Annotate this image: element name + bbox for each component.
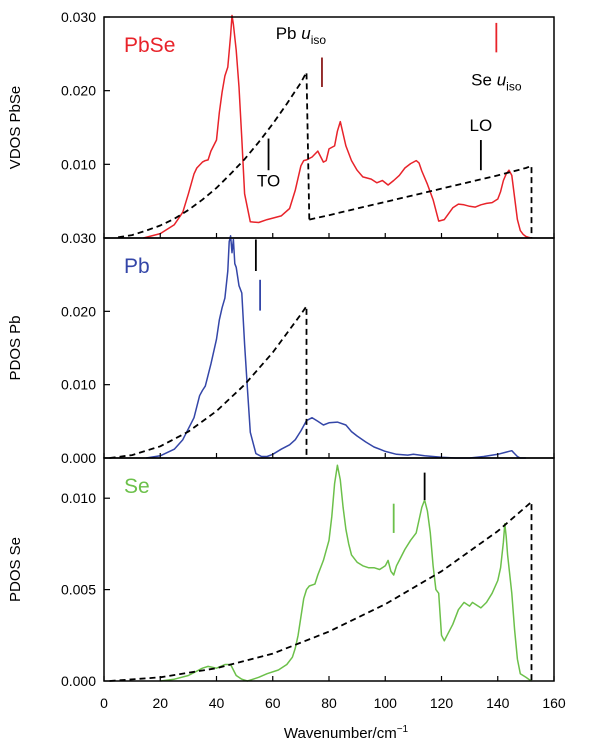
series-line-3-2	[109, 501, 533, 682]
series-line-2-1	[146, 235, 526, 459]
x-tick-label-1: 0	[100, 695, 108, 711]
y-axis-label-2: PDOS Pb	[7, 315, 24, 380]
annotation-1-1: TO	[257, 171, 280, 190]
x-tick-label-8: 140	[486, 695, 510, 711]
panel-2: 0.020 0.010 0.000 PDOS Pb Pb	[7, 235, 555, 466]
x-tick-label-2: 20	[152, 695, 168, 711]
panel-label-1: PbSe	[124, 34, 175, 57]
y-tick-label-2-3: 0.000	[61, 450, 96, 466]
x-axis-label: Wavenumber/cm−1	[284, 724, 409, 742]
series-line-3-1	[160, 464, 532, 682]
annotation-1-2: Pb uiso	[276, 24, 327, 47]
y-tick-label-3-1: 0.010	[61, 490, 96, 506]
x-tick-label-4: 60	[265, 695, 281, 711]
plot-frame-2	[103, 237, 555, 459]
series-line-1-3	[309, 164, 533, 238]
annotation-1-3: LO	[470, 116, 493, 135]
x-tick-label-9: 160	[542, 695, 566, 711]
y-axis-label-3: PDOS Se	[7, 537, 24, 602]
y-axis-label-1: VDOS PbSe	[7, 86, 24, 169]
y-tick-label-1-1: 0.030	[61, 9, 96, 25]
annotation-1-4: Se uiso	[471, 71, 522, 94]
panel-3: 0.010 0.005 0.000 PDOS Se Se	[7, 457, 555, 689]
x-tick-label-6: 100	[374, 695, 398, 711]
y-tick-label-1-4: 0.030	[61, 230, 96, 246]
chart-panels: TO Pb uiso LO Se uiso 0.030 0.020 0.010 0.030 VD…	[7, 9, 555, 689]
y-tick-label-2-2: 0.010	[61, 377, 96, 393]
series-line-1-1	[143, 14, 532, 239]
x-tick-label-7: 120	[430, 695, 454, 711]
y-tick-label-1-3: 0.010	[61, 156, 96, 172]
x-axis: 0 20 40 60 80 100 120 140 160	[100, 695, 566, 711]
plot-frame-3	[103, 457, 555, 682]
series-line-1-2	[117, 71, 311, 239]
x-tick-label-5: 80	[321, 695, 337, 711]
y-tick-label-3-2: 0.005	[61, 582, 96, 598]
x-tick-label-3: 40	[209, 695, 225, 711]
y-tick-label-3-3: 0.000	[61, 673, 96, 689]
panel-1: TO Pb uiso LO Se uiso 0.030 0.020 0.010 0.030 VD…	[7, 9, 555, 246]
y-tick-label-1-2: 0.020	[61, 83, 96, 99]
y-tick-label-2-1: 0.020	[61, 303, 96, 319]
panel-label-2: Pb	[124, 255, 150, 278]
panel-label-3: Se	[124, 475, 150, 498]
series-line-2-2	[109, 305, 308, 459]
